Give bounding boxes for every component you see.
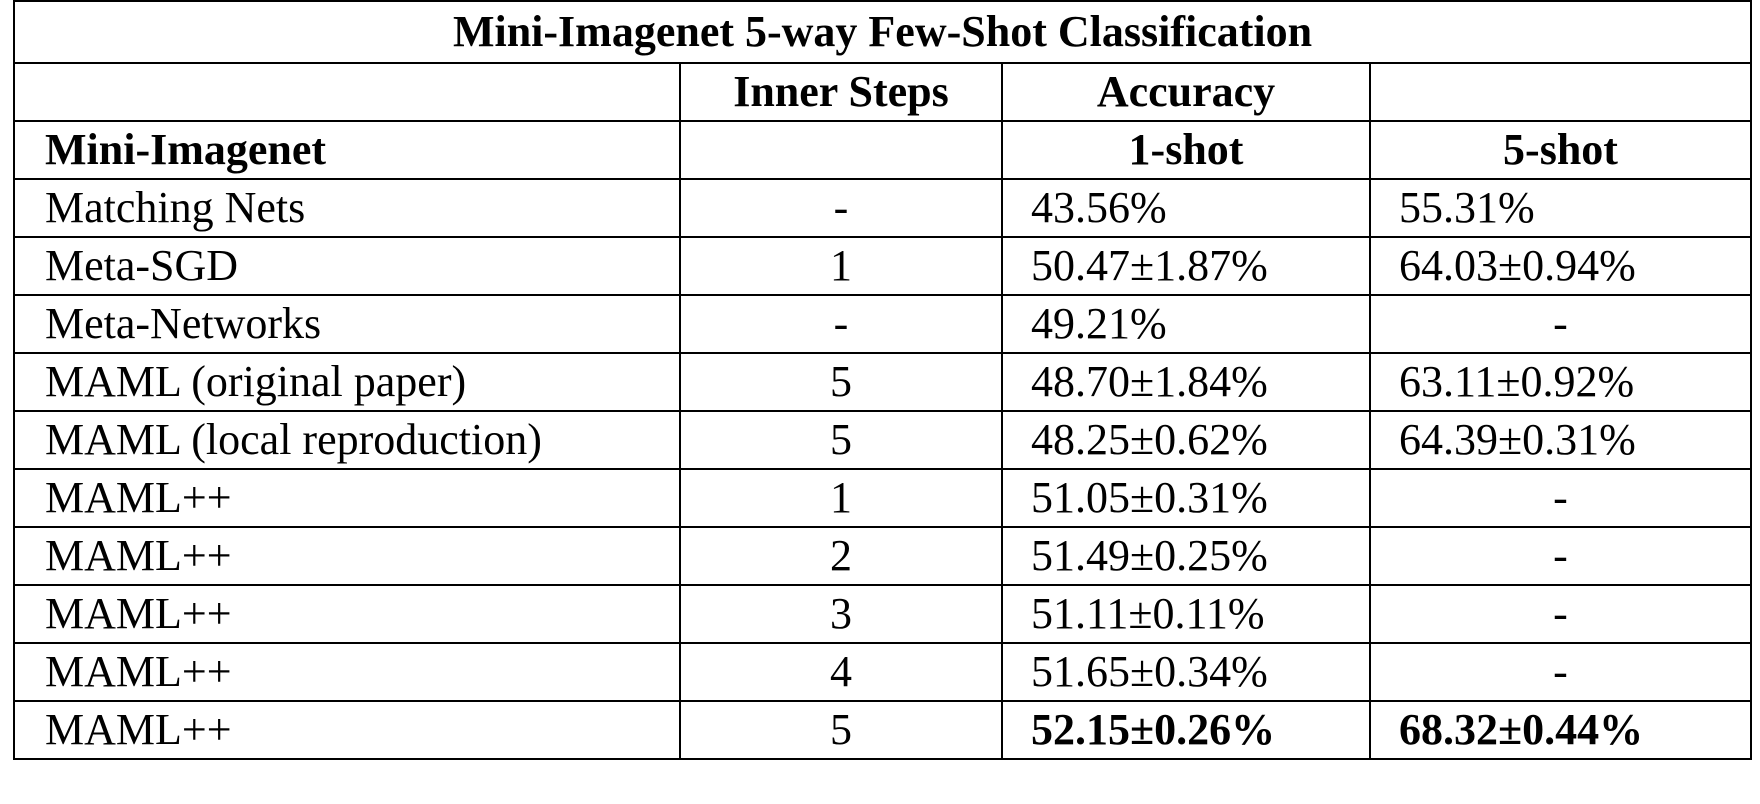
method-cell: MAML++ <box>13 526 681 586</box>
header-empty-cell <box>13 62 681 122</box>
one-shot-cell: 51.11±0.11% <box>1001 584 1371 644</box>
one-shot-cell: 50.47±1.87% <box>1001 236 1371 296</box>
five-shot-cell-best: 68.32±0.44% <box>1368 700 1753 760</box>
steps-cell: 1 <box>679 468 1003 528</box>
table-title-row: Mini-Imagenet 5-way Few-Shot Classificat… <box>12 0 1753 64</box>
table-row: MAML++ 3 51.11±0.11% - <box>13 584 1753 644</box>
header-inner-steps: Inner Steps <box>679 62 1003 122</box>
five-shot-cell: - <box>1368 468 1753 528</box>
table-row: MAML (original paper) 5 48.70±1.84% 63.1… <box>13 352 1753 412</box>
header-row-2: Mini-Imagenet 1-shot 5-shot <box>13 120 1753 180</box>
method-cell: Meta-SGD <box>13 236 681 296</box>
five-shot-cell: 64.39±0.31% <box>1368 410 1753 470</box>
table-row: MAML++ 5 52.15±0.26% 68.32±0.44% <box>13 700 1753 760</box>
steps-cell: 5 <box>679 410 1003 470</box>
header-row-1: Inner Steps Accuracy <box>13 62 1753 122</box>
one-shot-cell: 48.70±1.84% <box>1001 352 1371 412</box>
one-shot-cell-best: 52.15±0.26% <box>1001 700 1371 760</box>
table-row: MAML++ 1 51.05±0.31% - <box>13 468 1753 528</box>
five-shot-cell: - <box>1368 526 1753 586</box>
one-shot-cell: 51.65±0.34% <box>1001 642 1371 702</box>
table-row: Meta-SGD 1 50.47±1.87% 64.03±0.94% <box>13 236 1753 296</box>
one-shot-cell: 49.21% <box>1001 294 1371 354</box>
method-cell: Meta-Networks <box>13 294 681 354</box>
header-1-shot: 1-shot <box>1001 120 1371 180</box>
method-cell: MAML++ <box>13 468 681 528</box>
table-row: MAML (local reproduction) 5 48.25±0.62% … <box>13 410 1753 470</box>
steps-cell: 1 <box>679 236 1003 296</box>
steps-cell: 4 <box>679 642 1003 702</box>
method-cell: MAML++ <box>13 700 681 760</box>
steps-cell: - <box>679 294 1003 354</box>
steps-cell: 5 <box>679 352 1003 412</box>
five-shot-cell: - <box>1368 642 1753 702</box>
one-shot-cell: 51.49±0.25% <box>1001 526 1371 586</box>
header-empty-cell <box>1368 62 1753 122</box>
one-shot-cell: 43.56% <box>1001 178 1371 238</box>
table-title: Mini-Imagenet 5-way Few-Shot Classificat… <box>12 0 1753 64</box>
steps-cell: 3 <box>679 584 1003 644</box>
steps-cell: 2 <box>679 526 1003 586</box>
one-shot-cell: 51.05±0.31% <box>1001 468 1371 528</box>
header-5-shot: 5-shot <box>1368 120 1753 180</box>
five-shot-cell: - <box>1368 584 1753 644</box>
steps-cell: - <box>679 178 1003 238</box>
method-cell: Matching Nets <box>13 178 681 238</box>
table-row: Matching Nets - 43.56% 55.31% <box>13 178 1753 238</box>
method-cell: MAML++ <box>13 584 681 644</box>
method-cell: MAML++ <box>13 642 681 702</box>
steps-cell: 5 <box>679 700 1003 760</box>
results-table-container: Mini-Imagenet 5-way Few-Shot Classificat… <box>12 0 1753 760</box>
five-shot-cell: - <box>1368 294 1753 354</box>
method-cell: MAML (local reproduction) <box>13 410 681 470</box>
one-shot-cell: 48.25±0.62% <box>1001 410 1371 470</box>
five-shot-cell: 63.11±0.92% <box>1368 352 1753 412</box>
table-row: Meta-Networks - 49.21% - <box>13 294 1753 354</box>
header-empty-cell <box>679 120 1003 180</box>
five-shot-cell: 55.31% <box>1368 178 1753 238</box>
header-accuracy: Accuracy <box>1001 62 1371 122</box>
method-cell: MAML (original paper) <box>13 352 681 412</box>
results-table: Mini-Imagenet 5-way Few-Shot Classificat… <box>12 0 1753 760</box>
header-dataset: Mini-Imagenet <box>13 120 681 180</box>
table-row: MAML++ 2 51.49±0.25% - <box>13 526 1753 586</box>
table-row: MAML++ 4 51.65±0.34% - <box>13 642 1753 702</box>
five-shot-cell: 64.03±0.94% <box>1368 236 1753 296</box>
